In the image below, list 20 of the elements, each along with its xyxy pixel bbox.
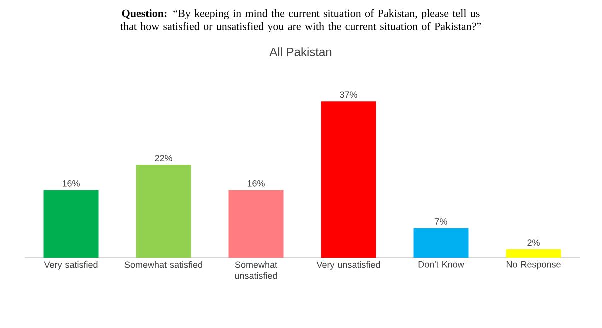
bar bbox=[136, 165, 192, 258]
bar bbox=[321, 102, 376, 258]
x-tick-label: Somewhat unsatisfied bbox=[235, 262, 278, 280]
bar bbox=[506, 250, 562, 258]
x-tick-label: Very unsatisfied bbox=[316, 262, 380, 270]
chart-subtitle: All Pakistan bbox=[270, 48, 332, 56]
data-label: 2% bbox=[528, 240, 540, 246]
data-label: 37% bbox=[340, 92, 358, 98]
data-label: 7% bbox=[435, 218, 448, 225]
x-tick-label: Don't Know bbox=[418, 262, 464, 268]
chart-title: Question: “By keeping in mind the current situation of Pakistan, please tell us that how satisfied or unsatisfied you are with the current situation of Pakistan?” bbox=[120, 9, 482, 33]
bar bbox=[44, 190, 99, 258]
x-tick-label: Very satisfied bbox=[44, 262, 98, 270]
data-label: 22% bbox=[155, 155, 172, 162]
bar bbox=[228, 190, 284, 258]
data-label: 16% bbox=[248, 180, 265, 187]
x-tick-label: Somewhat satisfied bbox=[124, 262, 202, 268]
data-label: 16% bbox=[62, 180, 80, 187]
bar bbox=[414, 228, 469, 258]
x-tick-label: No Response bbox=[506, 262, 561, 270]
